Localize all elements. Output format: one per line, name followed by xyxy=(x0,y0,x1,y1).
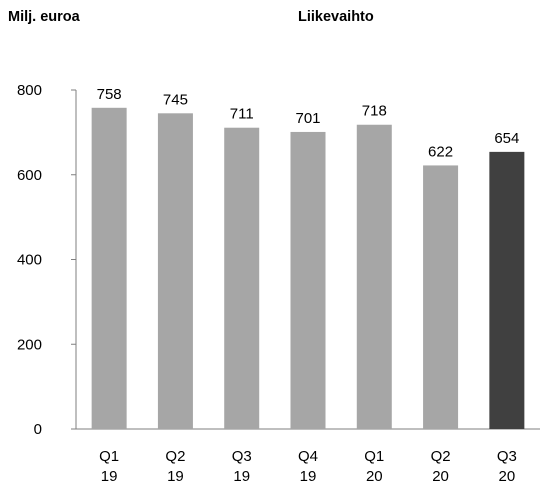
y-tick-label: 800 xyxy=(17,82,42,99)
bar xyxy=(91,107,127,430)
x-tick-label-quarter: Q1 xyxy=(364,448,384,465)
bar xyxy=(489,151,525,429)
bar xyxy=(224,127,260,430)
x-tick-label-quarter: Q2 xyxy=(165,448,185,465)
x-tick-label-year: 19 xyxy=(101,468,118,485)
y-tick-label: 0 xyxy=(34,421,42,438)
chart-title: Liikevaihto xyxy=(298,9,374,25)
data-label: 745 xyxy=(163,91,188,108)
data-label: 701 xyxy=(295,110,320,127)
bar xyxy=(290,131,326,430)
x-tick-label-quarter: Q4 xyxy=(298,448,318,465)
data-label: 654 xyxy=(494,130,519,147)
x-tick-label-year: 20 xyxy=(366,468,383,485)
data-label: 718 xyxy=(362,103,387,120)
y-tick-label: 600 xyxy=(17,167,42,184)
x-tick-label-year: 19 xyxy=(167,468,184,485)
y-tick-label: 400 xyxy=(17,252,42,269)
bar xyxy=(356,124,392,429)
x-tick-label-quarter: Q3 xyxy=(232,448,252,465)
bar xyxy=(423,165,459,430)
x-tick-label-year: 20 xyxy=(432,468,449,485)
x-tick-label-year: 19 xyxy=(300,468,317,485)
x-tick-label-year: 20 xyxy=(499,468,516,485)
bar xyxy=(157,113,193,430)
data-label: 622 xyxy=(428,143,453,160)
data-label: 758 xyxy=(97,86,122,103)
y-unit-label: Milj. euroa xyxy=(8,9,80,25)
x-tick-label-quarter: Q3 xyxy=(497,448,517,465)
y-tick-label: 200 xyxy=(17,336,42,353)
x-tick-label-quarter: Q2 xyxy=(431,448,451,465)
data-label: 711 xyxy=(230,106,254,123)
x-tick-label-year: 19 xyxy=(233,468,250,485)
x-tick-label-quarter: Q1 xyxy=(99,448,119,465)
